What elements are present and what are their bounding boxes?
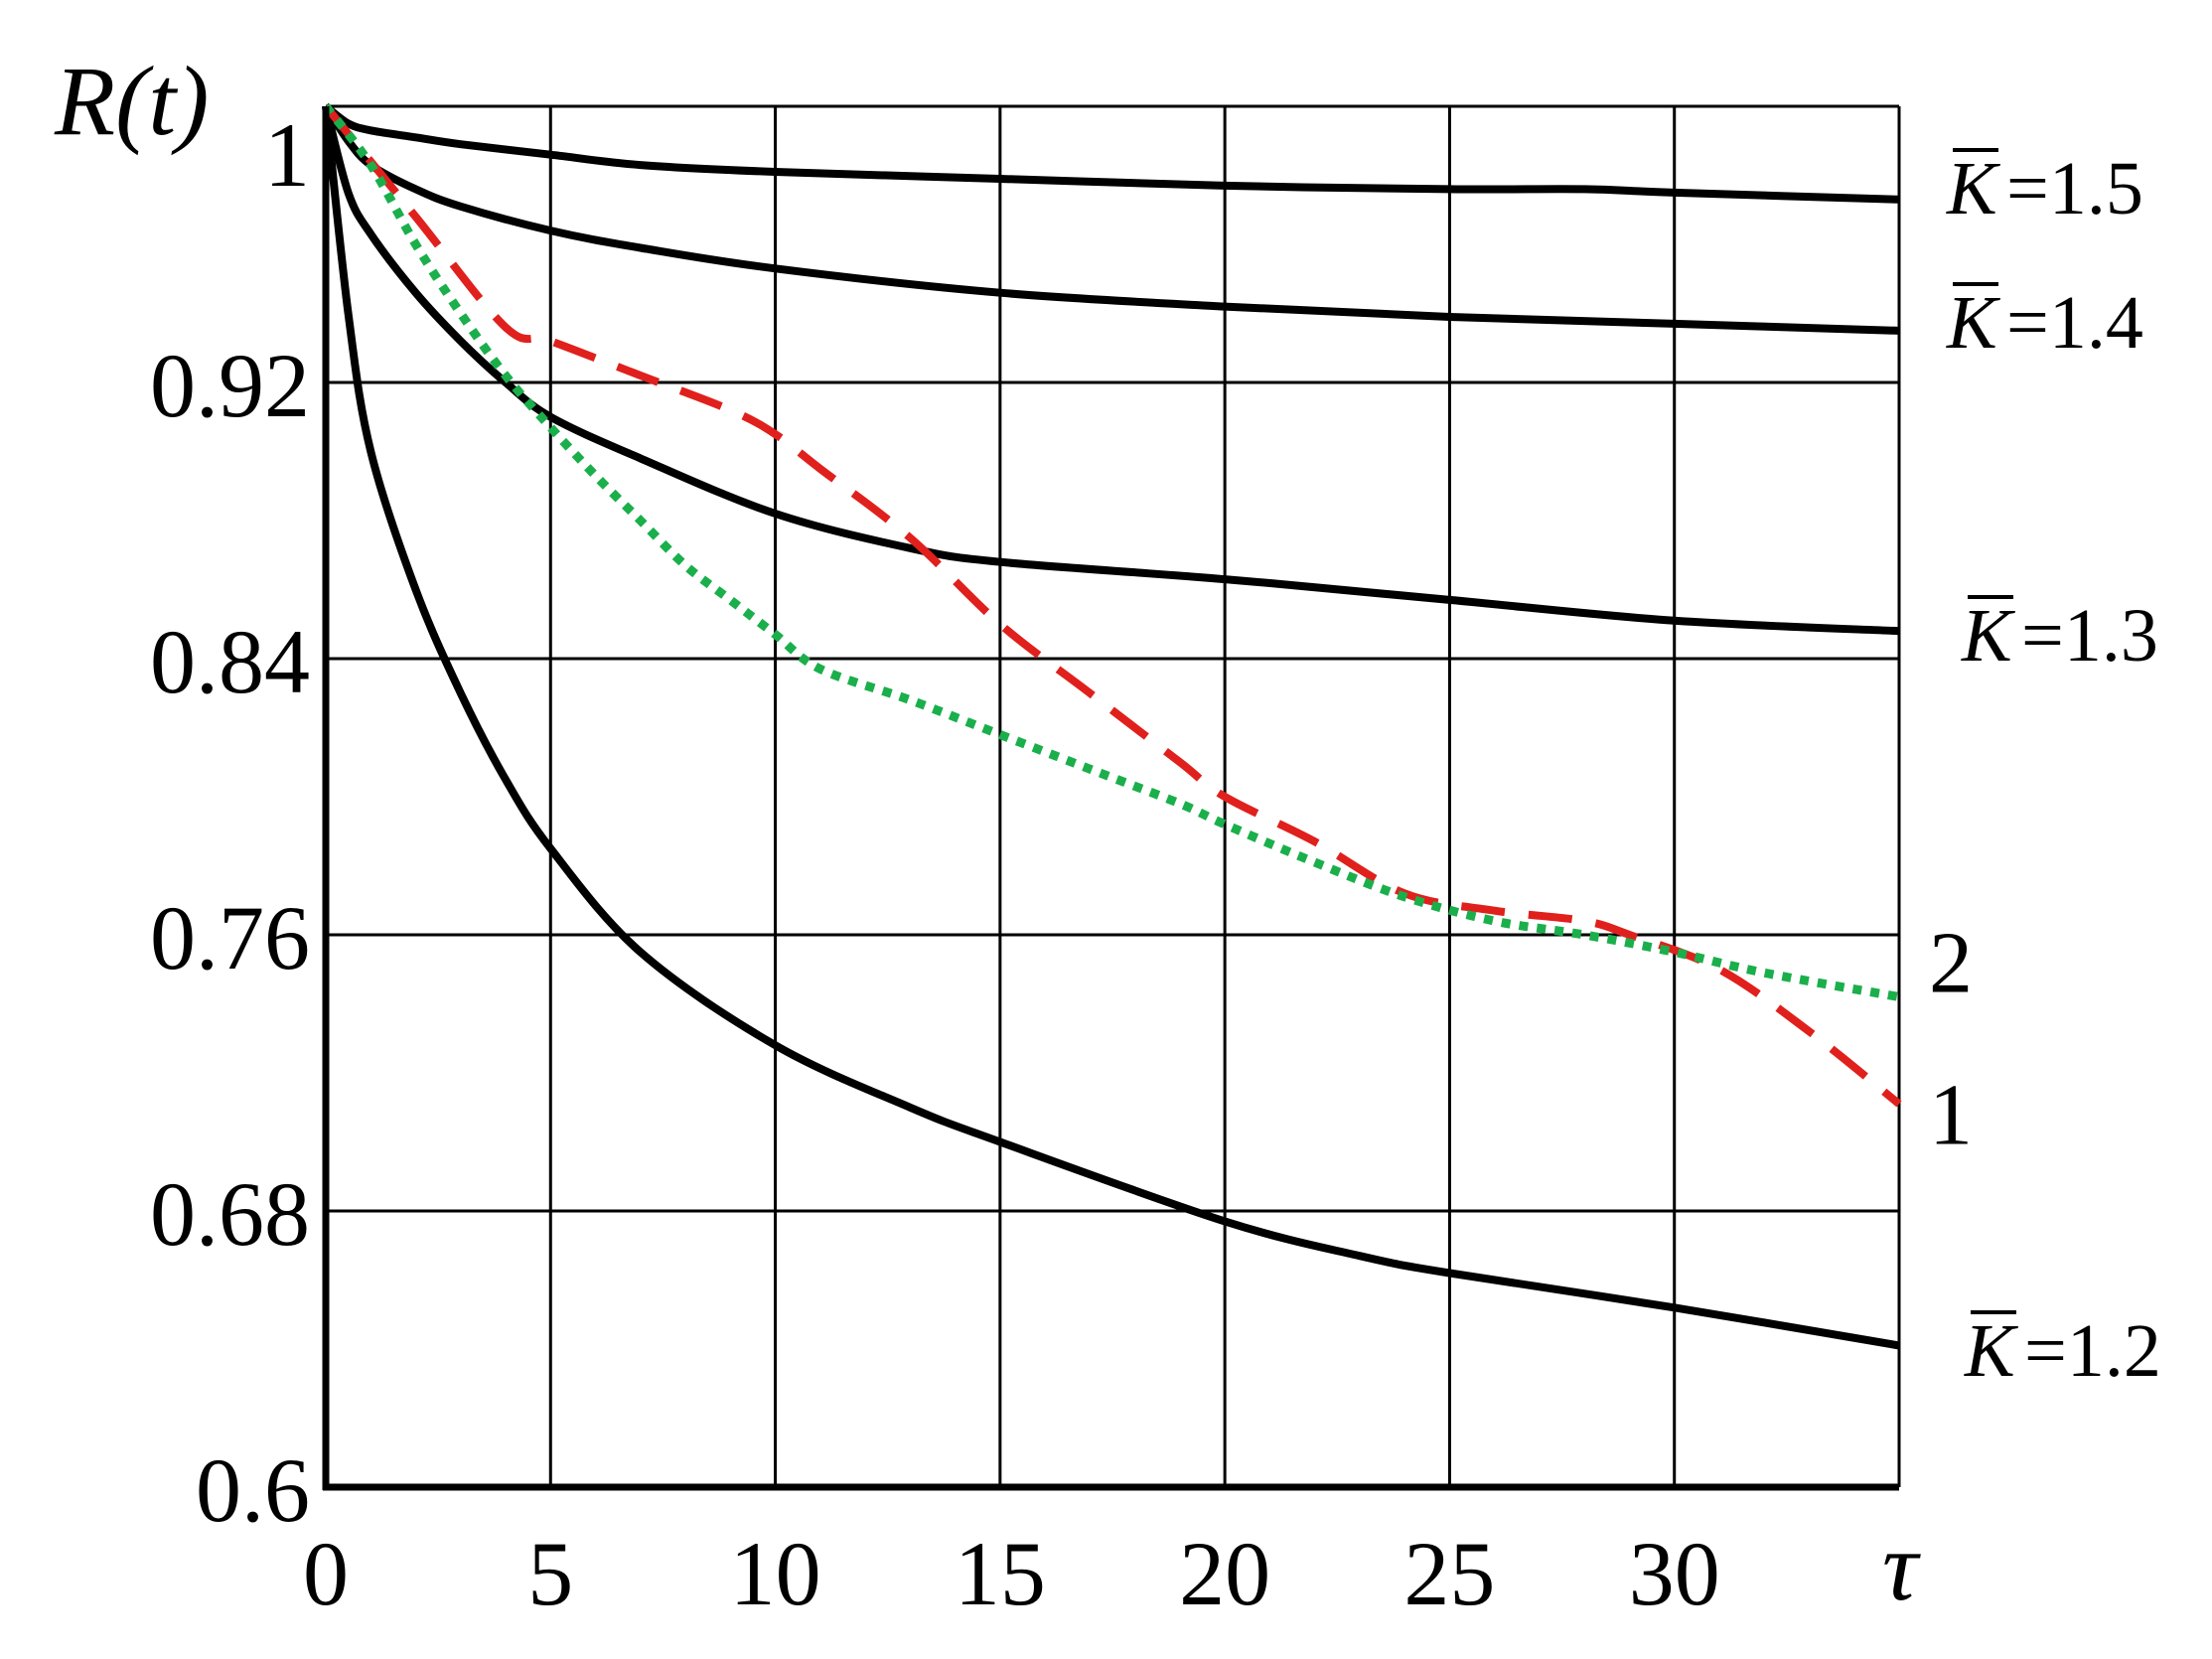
- series-line-0: [323, 102, 1900, 204]
- curve-label-3: K =1.2: [1964, 1309, 2161, 1393]
- curve-labels: K =1.5K =1.4K =1.3K =1.212: [1929, 147, 2161, 1393]
- y-tick-label-2: 0.76: [150, 887, 310, 988]
- series-line-5: [322, 103, 1900, 1001]
- y-tick-label-1: 0.68: [150, 1163, 310, 1265]
- series-lines: [322, 102, 1902, 1350]
- x-axis-label: τ: [1882, 1511, 1921, 1621]
- x-tick-label-6: 30: [1629, 1523, 1720, 1624]
- grid-lines: [326, 104, 1901, 1487]
- series-line-1: [322, 103, 1900, 335]
- y-tick-label-3: 0.84: [150, 611, 310, 712]
- curve-label-4: 1: [1929, 1067, 1973, 1163]
- axes: [322, 106, 1899, 1491]
- x-tick-label-4: 20: [1179, 1523, 1270, 1624]
- curve-label-value-0: =1.5: [2006, 147, 2143, 230]
- curve-label-5: 2: [1929, 916, 1973, 1012]
- curve-label-var-2: K: [1961, 594, 2015, 678]
- x-tick-label-5: 25: [1403, 1523, 1495, 1624]
- x-tick-label-1: 5: [527, 1523, 573, 1624]
- curve-label-2: K =1.3: [1961, 594, 2158, 678]
- curve-label-0: K =1.5: [1946, 147, 2143, 230]
- x-tick-label-3: 15: [955, 1523, 1046, 1624]
- curve-label-1: K =1.4: [1946, 281, 2143, 365]
- series-line-4: [322, 103, 1902, 1108]
- y-tick-label-5: 1: [264, 104, 310, 206]
- tick-labels: 0 5 10 15 20 25 30 0.6 0.68 0.76 0.84 0.92 1: [150, 104, 1720, 1624]
- y-axis-label: R(t): [54, 46, 209, 156]
- y-tick-label-0: 0.6: [196, 1439, 310, 1541]
- series-line-3: [322, 105, 1900, 1350]
- x-tick-label-0: 0: [303, 1523, 349, 1624]
- curve-label-var-0: K: [1946, 147, 2000, 230]
- curve-label-var-3: K: [1964, 1309, 2018, 1393]
- x-tick-label-2: 10: [730, 1523, 821, 1624]
- curve-label-var-1: K: [1946, 281, 2000, 365]
- series-line-2: [322, 104, 1900, 636]
- curve-label-value-3: =1.2: [2024, 1309, 2161, 1393]
- curve-label-value-2: =1.3: [2021, 594, 2158, 678]
- y-tick-label-4: 0.92: [150, 335, 310, 436]
- curve-label-value-1: =1.4: [2006, 281, 2143, 365]
